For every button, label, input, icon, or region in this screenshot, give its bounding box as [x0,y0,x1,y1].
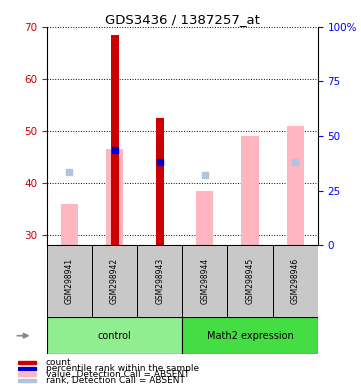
Text: rank, Detection Call = ABSENT: rank, Detection Call = ABSENT [45,376,184,384]
Bar [273,245,318,317]
Bar [227,245,273,317]
Point [292,159,298,165]
Text: percentile rank within the sample: percentile rank within the sample [45,364,199,373]
Text: GSM298945: GSM298945 [245,258,255,305]
Text: GSM298941: GSM298941 [65,258,74,305]
Bar [137,245,182,317]
Text: count: count [45,358,71,367]
Bar [106,149,123,245]
Bar [110,35,119,245]
Text: GSM298946: GSM298946 [291,258,300,305]
Bar [156,118,164,245]
Point [202,172,208,178]
Text: value, Detection Call = ABSENT: value, Detection Call = ABSENT [45,370,189,379]
Bar [61,204,78,245]
Bar [18,367,36,370]
Point [112,147,118,153]
Bar [182,317,318,354]
Bar [18,379,36,382]
Bar [18,361,36,364]
Text: control: control [98,331,131,341]
Bar [287,126,304,245]
Text: GSM298942: GSM298942 [110,258,119,305]
Title: GDS3436 / 1387257_at: GDS3436 / 1387257_at [105,13,260,26]
Bar [47,245,92,317]
Bar [182,245,227,317]
Bar [18,372,36,376]
Point [157,159,162,165]
Text: GSM298943: GSM298943 [155,258,164,305]
Text: GSM298944: GSM298944 [200,258,209,305]
Bar [242,136,258,245]
Point [67,169,73,175]
Bar [92,245,137,317]
Text: Math2 expression: Math2 expression [206,331,293,341]
Bar [47,317,182,354]
Bar [196,191,213,245]
